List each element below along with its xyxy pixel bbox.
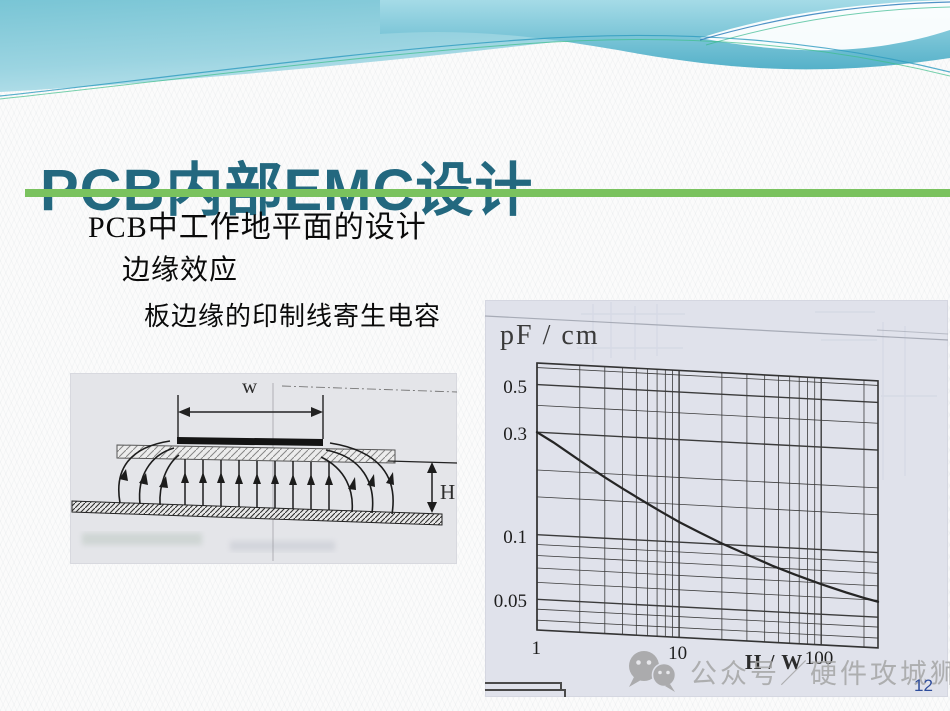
capacitance-chart-scan: pF / cm H / W 1 10 100 0.5 0.3 0.1 0.05 [485, 300, 948, 697]
watermark: 公众号／硬件攻城狮 [624, 648, 950, 694]
watermark-text: 公众号／硬件攻城狮 [690, 658, 950, 689]
scan-bleedthrough [82, 533, 335, 551]
bullet-level-3: 板边缘的印制线寄生电容 [144, 302, 442, 331]
capacitance-chart [485, 302, 948, 697]
x-tick-label: 100 [804, 647, 834, 669]
page-edge-line [485, 315, 948, 341]
y-tick-label: 0.1 [503, 526, 527, 548]
bullet-level-2: 边缘效应 [122, 255, 239, 286]
page-number: 12 [914, 676, 933, 695]
y-tick-label: 0.5 [503, 376, 527, 398]
fringing-arcs-right [320, 442, 394, 515]
y-axis-title: pF / cm [500, 320, 600, 351]
wechat-icon [629, 651, 677, 692]
bullet-level-1: PCB中工作地平面的设计 [88, 211, 427, 244]
x-tick-label: 10 [668, 642, 688, 664]
y-tick-label: 0.05 [493, 591, 527, 613]
capacitance-curve [535, 431, 880, 603]
x-tick-label: 1 [531, 638, 542, 659]
plot-area [535, 362, 880, 649]
y-tick-label: 0.3 [503, 424, 527, 446]
fringing-field-diagram [71, 383, 457, 561]
w-dimension [177, 395, 324, 439]
fringing-arcs-left [118, 440, 180, 506]
title-underline [25, 189, 950, 197]
fringing-field-diagram-scan: w H [70, 373, 457, 564]
x-axis-title: H / W [745, 650, 804, 674]
cutoff-figure [485, 682, 566, 697]
field-line-arrowheads [181, 472, 333, 485]
height-dimension-label: H [440, 480, 456, 504]
copper-trace [177, 437, 323, 446]
banner-wave-graphic [0, 0, 950, 100]
scan-bleedthrough [577, 302, 937, 480]
width-dimension-label: w [242, 374, 258, 398]
